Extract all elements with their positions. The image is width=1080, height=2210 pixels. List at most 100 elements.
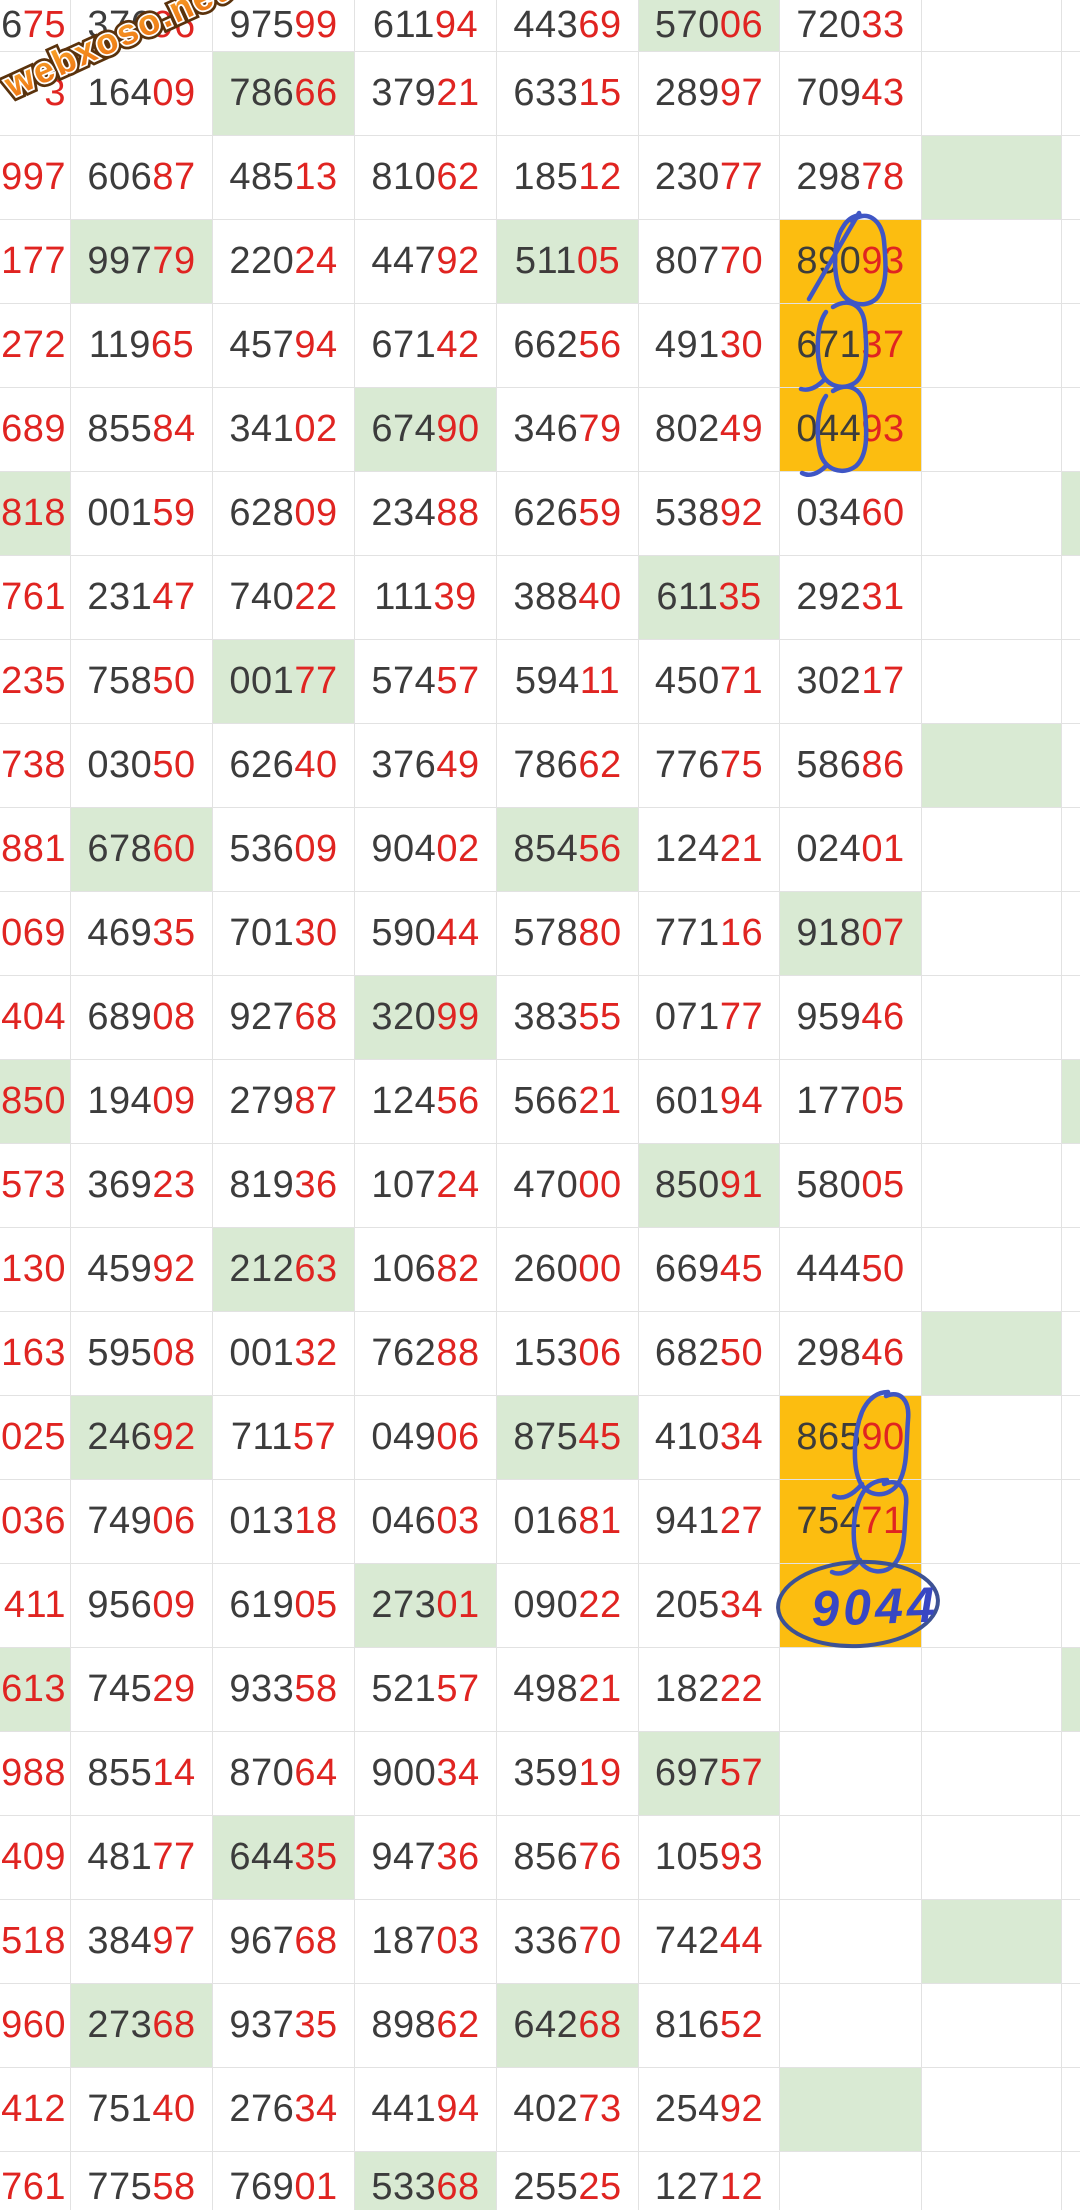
number-cell: 674 90 [355, 388, 497, 472]
row-label-cell-clipped: 761 [0, 556, 71, 640]
digits-dark: 292 [796, 576, 862, 618]
digits-red: 34 [719, 1416, 764, 1458]
digits-dark: 633 [513, 72, 579, 114]
number-cell: 959 46 [780, 976, 922, 1060]
number-cell [780, 2152, 922, 2210]
number-cell: 260 00 [497, 1228, 639, 1312]
digits-dark: 538 [654, 492, 720, 534]
edge-sliver-cell [1062, 136, 1080, 220]
digits-dark: 030 [87, 744, 153, 786]
digits-dark: 255 [513, 2166, 579, 2208]
digits-dark: 511 [514, 240, 577, 282]
digits-red: 94 [294, 324, 338, 366]
empty-column-cell [922, 2152, 1062, 2210]
digits-red: 93 [719, 1836, 764, 1878]
number-cell: 682 50 [639, 1312, 780, 1396]
digits-dark: 678 [87, 828, 153, 870]
digits-dark: 580 [796, 1164, 862, 1206]
digits-red: 40 [578, 576, 622, 618]
number-cell: 662 56 [497, 304, 639, 388]
edge-sliver-cell [1062, 1900, 1080, 1984]
number-cell: 001 59 [71, 472, 213, 556]
number-cell [780, 1648, 922, 1732]
empty-column-cell [922, 724, 1062, 808]
digits-dark: 959 [796, 996, 862, 1038]
digits-red: 96 [152, 4, 196, 46]
number-cell: 611 35 [639, 556, 780, 640]
number-cell: 111 39 [355, 556, 497, 640]
row-label-cell-clipped: 025 [0, 1396, 71, 1480]
digits-dark: 260 [513, 1248, 579, 1290]
digits-red: 35 [294, 2004, 338, 2046]
number-cell: 644 35 [213, 1816, 355, 1900]
digits-red: 09 [294, 492, 338, 534]
number-cell: 470 00 [497, 1144, 639, 1228]
digits-dark: 745 [87, 1668, 153, 1710]
digits-dark: 376 [87, 4, 153, 46]
edge-sliver-cell [1062, 1816, 1080, 1900]
digits-red: 18 [294, 1500, 338, 1542]
digits-red: 75 [22, 4, 66, 46]
digits-red: 79 [152, 240, 196, 282]
table-row: 761 775 58 769 01 533 68 255 25 127 12 [0, 2152, 1080, 2210]
number-cell: 850 91 [639, 1144, 780, 1228]
edge-sliver-cell [1062, 1732, 1080, 1816]
empty-column-cell [922, 0, 1062, 52]
digits-red: 81 [578, 1500, 622, 1542]
number-cell [780, 2068, 922, 2152]
table-row: 738 030 50 626 40 376 49 786 62 776 75 586 86 [0, 724, 1080, 808]
digits-red: 14 [152, 1752, 196, 1794]
digits-red: 05 [576, 240, 621, 282]
digits-dark: 046 [371, 1500, 437, 1542]
digits-red: 06 [578, 1332, 622, 1374]
digits-dark: 669 [654, 1248, 720, 1290]
digits-red: 163 [1, 1332, 66, 1374]
digits-dark: 975 [229, 4, 295, 46]
digits-dark: 742 [654, 1920, 720, 1962]
digits-dark: 302 [796, 660, 862, 702]
empty-column-cell [922, 220, 1062, 304]
digits-dark: 119 [88, 324, 151, 366]
digits-red: 68 [294, 1920, 338, 1962]
empty-column-cell [922, 976, 1062, 1060]
digits-dark: 376 [371, 744, 437, 786]
table-row: 818 001 59 628 09 234 88 626 59 538 92 034 60 [0, 472, 1080, 556]
digits-red: 35 [294, 1836, 338, 1878]
digits-red: 31 [861, 576, 905, 618]
digits-dark: 771 [654, 912, 720, 954]
digits-dark: 044 [796, 408, 862, 450]
digits-red: 57 [436, 1668, 480, 1710]
digits-red: 881 [1, 828, 66, 870]
number-cell: 320 99 [355, 976, 497, 1060]
row-label-cell-clipped: 404 [0, 976, 71, 1060]
number-cell: 234 88 [355, 472, 497, 556]
digits-red: 761 [1, 2166, 66, 2208]
digits-dark: 444 [796, 1248, 862, 1290]
empty-column-cell [922, 1228, 1062, 1312]
digits-red: 42 [436, 324, 480, 366]
row-label-cell-clipped: 069 [0, 892, 71, 976]
digits-red: 08 [152, 1332, 196, 1374]
number-cell: 013 18 [213, 1480, 355, 1564]
digits-dark: 013 [229, 1500, 295, 1542]
digits-dark: 001 [87, 492, 153, 534]
digits-red: 988 [1, 1752, 66, 1794]
number-cell: 164 09 [71, 52, 213, 136]
edge-sliver-cell [1062, 640, 1080, 724]
row-label-cell-clipped: 518 [0, 1900, 71, 1984]
edge-sliver-cell [1062, 556, 1080, 640]
digits-dark: 024 [796, 828, 862, 870]
digits-dark: 590 [371, 912, 437, 954]
digits-red: 01 [861, 828, 905, 870]
table-row: 411 956 09 619 05 273 01 090 22 205 34 [0, 1564, 1080, 1648]
number-cell: 890 93 [780, 220, 922, 304]
digits-dark: 279 [229, 1080, 295, 1122]
digits-red: 60 [152, 828, 196, 870]
table-row: 6 75 376 96 975 99 611 94 443 69 570 06 720 33 [0, 0, 1080, 52]
digits-red: 35 [718, 576, 762, 618]
digits-dark: 485 [229, 156, 295, 198]
number-cell: 740 22 [213, 556, 355, 640]
edge-sliver-cell [1062, 1984, 1080, 2068]
table-row: 761 231 47 740 22 111 39 388 40 611 35 292 31 [0, 556, 1080, 640]
digits-red: 21 [436, 72, 480, 114]
